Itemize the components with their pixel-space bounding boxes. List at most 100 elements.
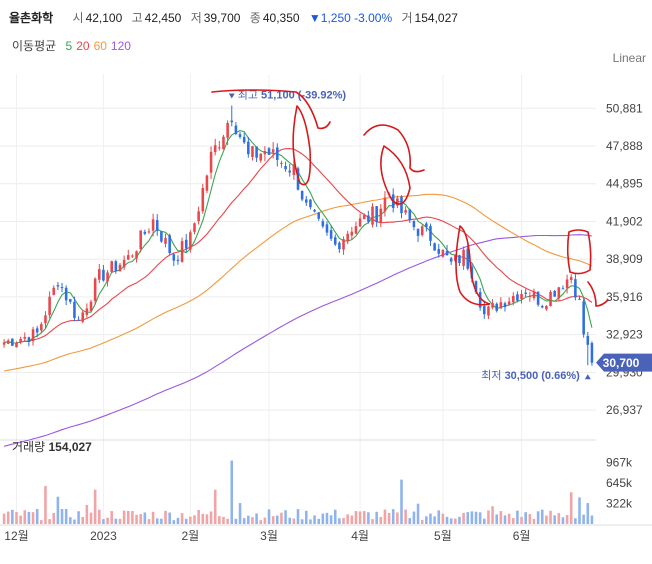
candle [524,288,527,298]
candle-body [218,147,221,149]
candle [6,338,10,345]
candle-body [292,164,296,175]
candle [110,260,113,274]
y-tick-label: 47,888 [606,139,643,153]
candle-body [139,230,142,250]
candle [478,287,482,311]
volume-bar [565,515,569,524]
ma-legend-item-60[interactable]: 60 [93,39,107,53]
ma-legend-item-5[interactable]: 5 [65,39,73,53]
volume-bar [549,510,552,524]
ma-legend-item-20[interactable]: 20 [76,39,90,53]
volume-bar [172,520,176,524]
candle-body [267,148,271,155]
candle-body [404,210,407,213]
candle-body [98,269,101,280]
candle-body [375,206,378,222]
volume-tick-label: 322k [606,497,633,511]
volume-bar [532,519,536,524]
volume-bar [416,503,420,524]
max-annotation-label: 최고 [238,89,261,102]
candle-body [462,249,465,266]
volume-bar [420,519,424,524]
candle [89,299,93,312]
volume-bar [147,519,151,524]
y-tick-label: 50,881 [606,101,643,115]
candle [60,282,64,293]
volume-bar [383,509,387,524]
candle-body [342,239,345,250]
candle [511,292,515,306]
candle [561,285,565,290]
volume-bar [300,519,304,524]
volume-bar [404,509,407,524]
open-value: 42,100 [85,11,123,25]
volume-bar [2,513,6,524]
candle [507,297,511,306]
y-tick-label: 38,909 [606,252,643,266]
volume-bar [437,510,441,524]
volume-bar [317,518,320,524]
candle-body [561,288,565,290]
candle [193,222,196,235]
candle [371,203,374,228]
candle-body [147,231,151,233]
candle-body [578,298,581,300]
scale-type-label[interactable]: Linear [612,51,646,65]
candle [420,224,424,237]
candle-body [56,285,60,287]
candle [213,138,217,156]
candle-body [131,255,134,257]
volume-bar [396,512,399,524]
candle-body [19,338,22,343]
candle [449,256,453,265]
candle-body [151,219,155,231]
candle-body [93,278,97,301]
min-marker-icon [584,374,591,380]
candle-body [532,291,536,299]
volume-bar [379,517,383,524]
candle-body [168,235,171,254]
candle-body [213,145,217,153]
volume-bar [15,511,18,524]
candle [139,230,142,253]
candle-body [52,287,56,295]
candle-body [367,215,370,222]
candle [226,120,229,145]
candle-body [321,221,325,227]
candle [284,161,287,172]
candle-body [317,212,320,219]
candle [321,218,325,229]
volume-bar [520,516,523,524]
ma-legend-item-120[interactable]: 120 [110,39,131,53]
candle [77,316,80,322]
volume-bar [52,512,56,524]
candle [135,250,138,263]
volume-bar [354,511,358,524]
close-label: 종 [249,11,261,25]
candle-body [284,166,287,170]
candle [52,285,56,296]
volume-bar [507,513,511,524]
candle-body [565,279,569,289]
candle-body [574,279,577,298]
candle-body [160,231,163,242]
volume-bar [218,516,221,524]
candle-body [193,223,196,232]
candle-body [276,147,279,161]
candle [458,254,461,266]
volume-bar [483,518,486,524]
moving-average-legend[interactable]: 이동평균 5 20 60 120 [12,37,135,54]
stock-name[interactable]: 율촌화학 [9,11,54,25]
candle [15,341,18,348]
candle [590,341,594,366]
high-value: 42,450 [144,11,182,25]
candle [288,164,292,177]
candle [491,298,494,310]
candle-body [466,248,470,269]
candle-body [106,272,109,282]
candle [569,274,573,284]
hand-drawn-mark [211,89,331,130]
volume-bars [2,460,594,524]
